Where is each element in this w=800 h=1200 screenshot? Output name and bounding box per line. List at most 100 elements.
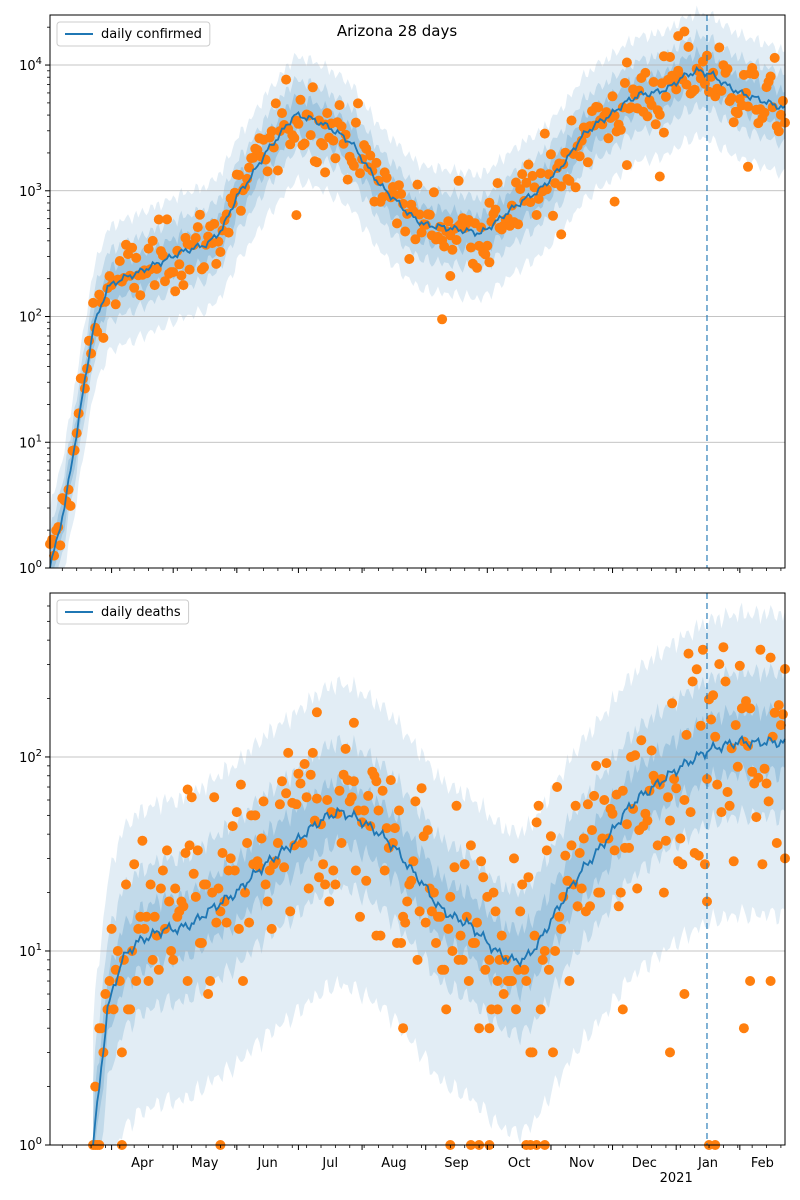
data-point [373,175,384,186]
data-point [408,856,419,867]
data-point [396,938,407,948]
data-point [658,887,669,898]
data-point [258,796,269,807]
data-point [482,240,493,251]
data-point [706,714,717,725]
data-point [194,209,205,220]
data-point [556,181,567,192]
data-point [274,799,285,810]
data-point [582,799,593,810]
data-point [157,250,168,261]
data-point [533,800,544,811]
data-point [402,896,413,907]
data-point [143,243,154,254]
data-point [260,879,271,890]
plot-frame [49,592,786,1146]
data-point [535,168,546,179]
data-point [307,747,318,758]
data-point [311,707,322,718]
data-point [515,906,526,917]
data-point [215,247,226,257]
data-point [757,859,768,870]
data-point [143,976,154,986]
data-point [621,57,632,68]
data-point [330,879,341,890]
data-point [355,911,365,922]
data-point [336,838,347,848]
data-point [765,71,776,82]
data-point [211,917,222,928]
data-point [441,1004,452,1015]
data-point [490,204,501,215]
daily-deaths-panel: 100 101 102 Apr May Jun Jul Aug Sep Oct Nov Dec Jan… [19,592,790,1186]
data-point [328,135,339,146]
data-point [484,257,495,268]
data-point [65,500,76,511]
x-month-label: Dec [632,1156,657,1171]
data-point [615,124,626,135]
y-tick-label: 101 [19,433,42,451]
data-point [100,296,111,307]
data-point [209,792,220,803]
data-point [445,891,456,902]
data-point [519,964,530,975]
data-point [545,831,556,842]
data-point [697,644,708,655]
data-point [589,790,600,801]
data-point [283,747,294,758]
x-month-label: Nov [569,1156,595,1171]
data-point [578,833,589,844]
data-point [114,256,125,266]
x-month-label: Oct [508,1156,530,1171]
data-point [176,270,187,281]
data-point [465,242,476,253]
data-point [293,118,304,129]
data-point [266,126,277,137]
data-point [79,383,90,394]
data-point [691,664,702,675]
data-point [576,883,587,894]
data-point [451,800,462,811]
data-point [188,868,199,879]
data-point [556,923,567,934]
data-point [449,862,460,873]
x-month-label: Apr [131,1156,154,1171]
data-point [554,911,565,922]
data-point [535,1004,546,1015]
data-point [168,267,179,278]
data-point [773,126,784,137]
data-point [474,1023,485,1034]
data-point [277,776,287,787]
y-tick-label: 104 [19,56,42,74]
data-point [515,184,526,195]
data-point [665,1047,675,1058]
data-point [728,856,739,867]
chart-title: Arizona 28 days [337,22,458,40]
data-point [116,1047,127,1058]
data-point [453,175,464,186]
data-point [761,778,772,789]
data-point [702,896,712,907]
data-point [157,865,168,876]
data-point [186,792,197,803]
data-point [137,835,148,846]
data-point [272,165,283,176]
data-point [718,642,729,653]
data-point [180,848,191,858]
data-point [566,115,577,126]
data-point [277,108,287,119]
x-month-label: Jun [256,1156,277,1171]
data-point [289,133,300,143]
data-point [295,778,306,789]
data-point [55,540,66,551]
legend-box [56,21,211,47]
data-point [262,166,273,177]
data-point [472,262,482,273]
data-point [687,676,698,687]
data-point [145,879,156,890]
data-point [738,1023,749,1034]
data-point [394,805,404,816]
data-point [96,1023,107,1034]
data-point [730,720,741,731]
